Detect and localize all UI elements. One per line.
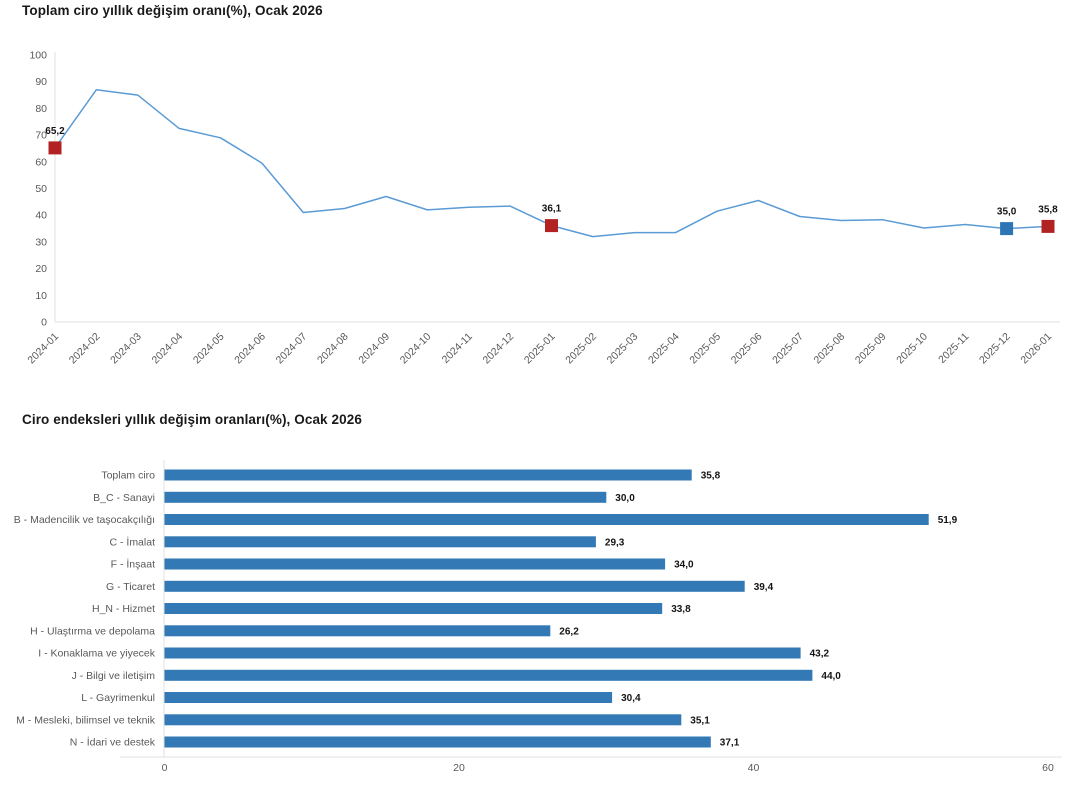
line-chart-y-tick-label: 0 bbox=[41, 317, 47, 329]
line-chart-x-tick-label: 2024-09 bbox=[356, 331, 392, 367]
bar-value-label: 51,9 bbox=[938, 515, 958, 526]
line-chart-x-tick-label: 2025-01 bbox=[522, 331, 558, 367]
line-chart-y-tick-label: 70 bbox=[35, 130, 47, 142]
bar bbox=[164, 736, 711, 748]
bar bbox=[164, 714, 682, 726]
bar-value-label: 39,4 bbox=[754, 582, 774, 593]
bar-category-label: N - İdari ve destek bbox=[70, 736, 156, 749]
bar bbox=[164, 603, 663, 614]
line-chart-x-tick-label: 2024-11 bbox=[440, 331, 475, 366]
line-chart-x-tick-label: 2025-05 bbox=[687, 331, 723, 367]
line-chart-x-tick-label: 2026-01 bbox=[1018, 331, 1054, 367]
bar-category-label: L - Gayrimenkul bbox=[81, 692, 155, 704]
bar-category-label: M - Mesleki, bilimsel ve teknik bbox=[16, 714, 156, 726]
line-chart-x-tick-label: 2024-01 bbox=[25, 331, 61, 367]
bar bbox=[164, 669, 813, 681]
line-chart-x-tick-label: 2024-12 bbox=[481, 331, 517, 367]
line-chart-x-tick-label: 2025-06 bbox=[729, 331, 765, 367]
line-chart-x-tick-label: 2025-10 bbox=[894, 331, 930, 367]
bar-value-label: 34,0 bbox=[674, 560, 694, 571]
bar-chart-x-tick-label: 0 bbox=[162, 762, 168, 774]
bar-chart-x-tick-label: 60 bbox=[1042, 762, 1054, 774]
bar-value-label: 30,0 bbox=[615, 493, 635, 504]
line-chart-y-tick-label: 60 bbox=[35, 156, 47, 168]
data-point-value-label: 35,8 bbox=[1038, 204, 1058, 215]
line-chart-x-tick-label: 2024-07 bbox=[274, 331, 310, 367]
line-chart-x-tick-label: 2024-03 bbox=[108, 331, 144, 367]
line-chart-title: Toplam ciro yıllık değişim oranı(%), Oca… bbox=[22, 3, 323, 18]
bar-value-label: 30,4 bbox=[621, 693, 641, 704]
line-chart-y-tick-label: 90 bbox=[35, 76, 47, 88]
line-chart-x-tick-label: 2024-04 bbox=[150, 331, 186, 367]
bar bbox=[164, 469, 692, 481]
bar bbox=[164, 625, 551, 637]
bar-category-label: H - Ulaştırma ve depolama bbox=[30, 625, 155, 637]
line-chart-x-tick-label: 2025-02 bbox=[563, 331, 599, 367]
bar-category-label: H_N - Hizmet bbox=[92, 603, 155, 615]
bar-category-label: J - Bilgi ve iletişim bbox=[72, 670, 156, 682]
bar-value-label: 37,1 bbox=[720, 738, 740, 749]
line-chart-y-tick-label: 30 bbox=[35, 236, 47, 248]
data-point-marker bbox=[1000, 222, 1014, 236]
line-chart-x-tick-label: 2024-10 bbox=[398, 331, 434, 367]
bar-chart: Toplam ciro 35,8 B_C - Sanayi 30,0 B - Maden… bbox=[14, 460, 1062, 774]
bar-category-label: G - Ticaret bbox=[106, 581, 155, 593]
bar-category-label: I - Konaklama ve yiyecek bbox=[38, 648, 155, 660]
bar bbox=[164, 692, 613, 703]
line-chart-y-tick-label: 100 bbox=[29, 50, 47, 62]
bar bbox=[164, 491, 607, 503]
bar-value-label: 26,2 bbox=[559, 626, 579, 637]
line-chart-x-tick-label: 2025-08 bbox=[812, 331, 848, 367]
bar-value-label: 35,8 bbox=[701, 471, 721, 482]
line-chart-x-tick-label: 2024-08 bbox=[315, 331, 351, 367]
bar-value-label: 33,8 bbox=[671, 604, 691, 615]
bar-value-label: 35,1 bbox=[690, 715, 710, 726]
line-chart-y-tick-label: 40 bbox=[35, 210, 47, 222]
data-point-marker bbox=[48, 141, 62, 155]
line-chart-y-tick-label: 20 bbox=[35, 263, 47, 275]
bar-category-label: F - İnşaat bbox=[111, 558, 155, 571]
line-chart-x-tick-label: 2025-07 bbox=[770, 331, 806, 367]
line-chart-y-tick-label: 50 bbox=[35, 183, 47, 195]
line-chart-x-tick-label: 2024-02 bbox=[67, 331, 103, 367]
bar bbox=[164, 514, 929, 525]
line-chart-x-tick-label: 2024-06 bbox=[232, 331, 268, 367]
data-point-marker bbox=[545, 219, 558, 233]
line-chart-x-tick-label: 2025-03 bbox=[605, 331, 641, 367]
line-chart-x-tick-label: 2025-09 bbox=[853, 331, 889, 367]
data-point-value-label: 65,2 bbox=[45, 126, 65, 137]
bar-category-label: C - İmalat bbox=[109, 535, 155, 548]
data-point-marker bbox=[1041, 219, 1055, 233]
line-chart-x-tick-label: 2024-05 bbox=[191, 331, 227, 367]
bar-category-label: B_C - Sanayi bbox=[93, 492, 155, 504]
bar-category-label: Toplam ciro bbox=[101, 470, 155, 482]
bar bbox=[164, 580, 745, 592]
bar bbox=[164, 558, 666, 570]
line-chart-x-tick-label: 2025-04 bbox=[646, 331, 682, 367]
line-chart-x-tick-label: 2025-12 bbox=[977, 331, 1013, 367]
data-point-value-label: 35,0 bbox=[997, 207, 1017, 218]
data-point-value-label: 36,1 bbox=[542, 204, 562, 215]
bar-chart-x-tick-label: 20 bbox=[453, 762, 465, 774]
bar-category-label: B - Madencilik ve taşocakçılığı bbox=[14, 514, 155, 526]
line-chart-y-tick-label: 80 bbox=[35, 103, 47, 115]
bar-chart-x-tick-label: 40 bbox=[748, 762, 760, 774]
line-chart-y-tick-label: 10 bbox=[35, 290, 47, 302]
line-chart-x-tick-label: 2025-11 bbox=[936, 331, 971, 366]
bar-chart-title: Ciro endeksleri yıllık değişim oranları(… bbox=[22, 412, 362, 427]
bar bbox=[164, 647, 801, 659]
bar bbox=[164, 536, 596, 548]
bar-value-label: 43,2 bbox=[810, 649, 830, 660]
bar-value-label: 29,3 bbox=[605, 537, 625, 548]
bar-value-label: 44,0 bbox=[821, 671, 841, 682]
